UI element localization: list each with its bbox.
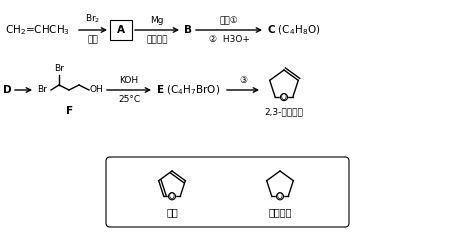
Text: O: O [169,192,175,201]
Text: Br: Br [37,86,47,95]
Text: Mg: Mg [150,16,164,25]
FancyBboxPatch shape [106,157,349,227]
Text: O: O [277,192,283,201]
Circle shape [280,94,287,101]
Text: 高温: 高温 [88,35,98,44]
Text: 2,3-二氢吶喂: 2,3-二氢吶喂 [265,107,304,116]
Text: 试剂①: 试剂① [219,16,238,25]
Text: ③: ③ [239,76,247,85]
Circle shape [276,193,284,200]
Text: 吶喂: 吶喂 [166,207,178,217]
Text: 四氢吶喂: 四氢吶喂 [268,207,292,217]
Text: KOH: KOH [120,76,139,85]
Text: $\mathbf{E}$ (C$_4$H$_7$BrO): $\mathbf{E}$ (C$_4$H$_7$BrO) [156,83,220,97]
Text: ②  H3O+: ② H3O+ [208,35,249,44]
Text: Br: Br [54,64,64,73]
Text: 无水乙醚: 无水乙醚 [146,35,168,44]
Text: B: B [184,25,192,35]
Text: D: D [3,85,12,95]
Text: OH: OH [90,86,104,95]
Text: $\mathbf{C}$ (C$_4$H$_8$O): $\mathbf{C}$ (C$_4$H$_8$O) [267,23,320,37]
Bar [110,20,132,40]
Text: Br$_2$: Br$_2$ [85,13,101,25]
Text: CH$_2$=CHCH$_3$: CH$_2$=CHCH$_3$ [5,23,70,37]
Text: 25°C: 25°C [118,95,140,104]
Text: O: O [281,93,287,102]
Text: A: A [117,25,125,35]
Circle shape [169,193,176,200]
Text: F: F [67,106,73,116]
